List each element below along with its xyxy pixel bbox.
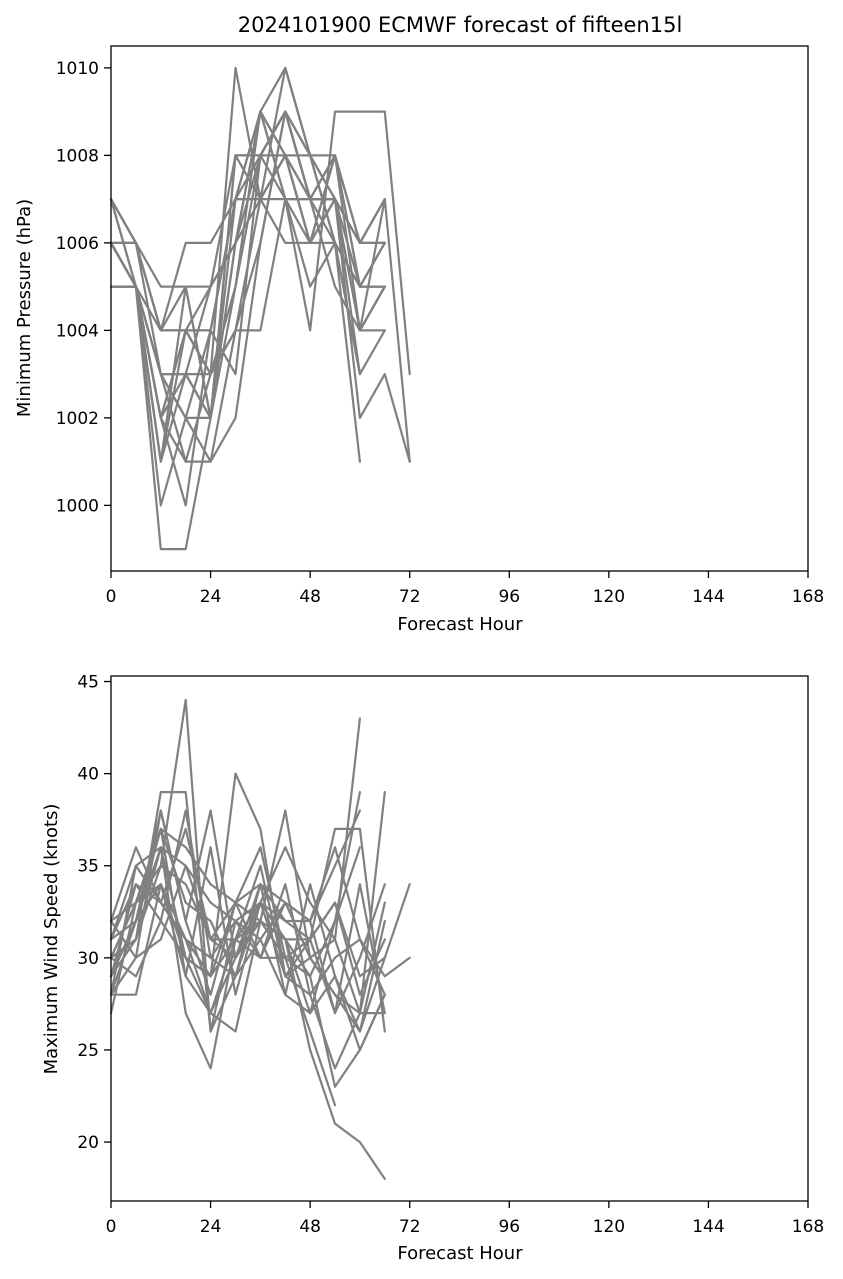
pressure-y-tick-label-2: 1004 — [56, 321, 99, 341]
wind-x-tick-label-7: 168 — [792, 1217, 824, 1237]
wind-series-line-2 — [109, 772, 386, 1033]
chart-title: 2024101900 ECMWF forecast of fifteen15l — [238, 13, 683, 37]
pressure-y-tick-label-1: 1002 — [56, 409, 99, 429]
wind-series-group — [109, 698, 411, 1180]
pressure-y-tick-label-5: 1010 — [56, 59, 99, 79]
wind-series-line-17 — [109, 883, 386, 996]
wind-x-tick-label-3: 72 — [399, 1217, 421, 1237]
pressure-x-tick-label-2: 48 — [299, 587, 321, 607]
pressure-axis-ticks: 0 24 48 72 96 120 144 168 1000 1002 1004 1006 1008 10… — [56, 59, 824, 607]
wind-series-line-9 — [109, 827, 386, 1015]
wind-y-tick-label-4: 40 — [77, 765, 99, 785]
pressure-series-line-13 — [109, 66, 361, 551]
wind-y-tick-label-0: 20 — [77, 1133, 99, 1153]
pressure-x-tick-label-3: 72 — [399, 587, 421, 607]
wind-y-tick-label-5: 45 — [77, 673, 99, 693]
wind-x-tick-label-2: 48 — [299, 1217, 321, 1237]
wind-chart: 0 24 48 72 96 120 144 168 20 25 30 35 40 45 Forecast … — [41, 673, 824, 1264]
wind-plot-frame — [110, 675, 809, 1202]
wind-y-tick-label-2: 30 — [77, 949, 99, 969]
pressure-series-line-19 — [109, 110, 386, 376]
wind-y-tick-label-3: 35 — [77, 857, 99, 877]
wind-series-line-20 — [109, 827, 361, 1015]
wind-x-axis-label: Forecast Hour — [397, 1243, 523, 1264]
wind-x-tick-label-5: 120 — [593, 1217, 625, 1237]
pressure-series-line-20 — [109, 110, 386, 419]
pressure-series-line-15 — [109, 154, 386, 419]
wind-y-tick-label-1: 25 — [77, 1041, 99, 1061]
wind-x-tick-label-1: 24 — [200, 1217, 222, 1237]
pressure-x-tick-label-5: 120 — [593, 587, 625, 607]
pressure-y-tick-label-0: 1000 — [56, 496, 99, 516]
wind-axis-ticks: 0 24 48 72 96 120 144 168 20 25 30 35 40 45 — [77, 673, 824, 1237]
pressure-y-tick-label-4: 1008 — [56, 146, 99, 166]
pressure-x-tick-label-6: 144 — [692, 587, 724, 607]
pressure-y-axis-label: Minimum Pressure (hPa) — [14, 199, 35, 417]
wind-series-line-8 — [109, 809, 386, 996]
pressure-x-axis-label: Forecast Hour — [397, 614, 523, 635]
wind-x-tick-label-4: 96 — [498, 1217, 520, 1237]
wind-series-line-19 — [109, 883, 386, 1015]
pressure-chart: 2024101900 ECMWF forecast of fifteen15l … — [14, 13, 824, 635]
pressure-series-line-11 — [109, 110, 361, 507]
wind-x-tick-label-6: 144 — [692, 1217, 724, 1237]
wind-y-axis-label: Maximum Wind Speed (knots) — [41, 804, 62, 1075]
pressure-x-tick-label-4: 96 — [498, 587, 520, 607]
pressure-series-group — [109, 66, 411, 551]
pressure-x-tick-label-1: 24 — [200, 587, 222, 607]
pressure-x-tick-label-0: 0 — [106, 587, 117, 607]
pressure-plot-frame — [110, 45, 809, 572]
pressure-y-tick-label-3: 1006 — [56, 234, 99, 254]
pressure-x-tick-label-7: 168 — [792, 587, 824, 607]
wind-x-tick-label-0: 0 — [106, 1217, 117, 1237]
pressure-series-line-18 — [109, 154, 361, 463]
